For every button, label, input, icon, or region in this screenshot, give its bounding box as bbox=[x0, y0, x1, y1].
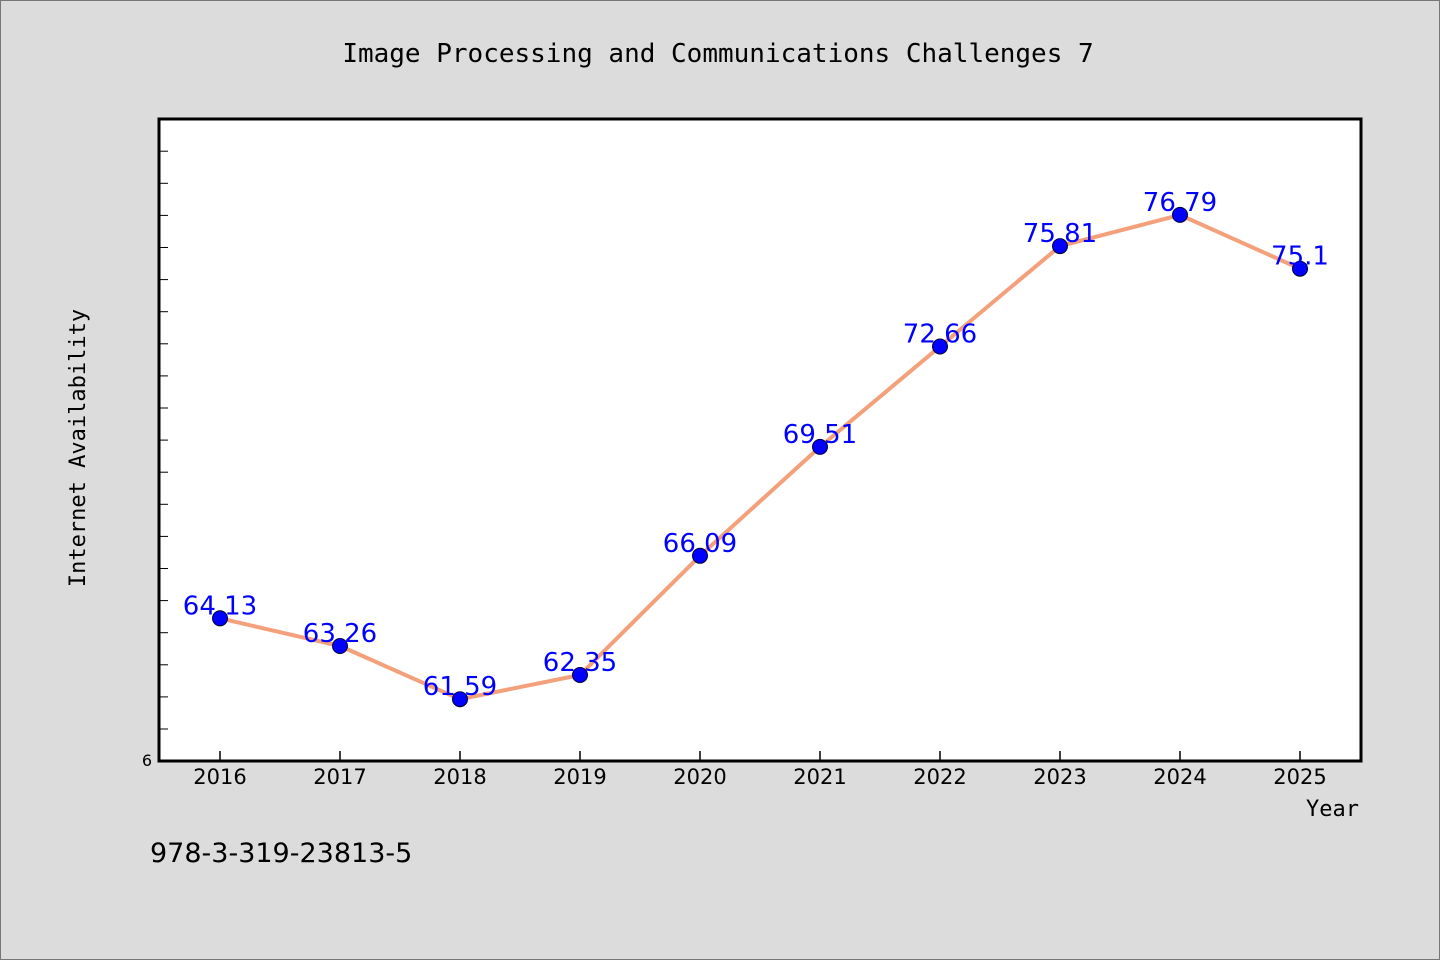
data-label: 61.59 bbox=[423, 672, 497, 702]
x-tick-label: 2022 bbox=[913, 765, 966, 789]
x-axis-ticks: 2016 2017 2018 2019 2020 2021 2022 2023 2024 2025 bbox=[193, 751, 1327, 789]
data-point bbox=[1052, 238, 1068, 255]
data-label: 62.35 bbox=[543, 648, 617, 678]
data-label: 75.1 bbox=[1271, 242, 1329, 272]
x-tick-label: 2023 bbox=[1033, 765, 1086, 789]
data-point bbox=[932, 338, 948, 355]
data-label: 64.13 bbox=[183, 591, 257, 621]
x-tick-label: 2016 bbox=[193, 765, 246, 789]
data-point bbox=[812, 438, 828, 455]
x-tick-label: 2020 bbox=[673, 765, 726, 789]
y-tick-label: 6 bbox=[142, 751, 152, 770]
data-label: 76.79 bbox=[1143, 188, 1217, 218]
data-point bbox=[1292, 260, 1308, 277]
data-point bbox=[572, 667, 588, 683]
data-point bbox=[692, 547, 708, 564]
series-layer: 64.13 63.26 61.59 62.35 66.09 69.51 72.66 75.81… bbox=[183, 188, 1329, 708]
x-tick-label: 2021 bbox=[793, 765, 846, 789]
x-tick-label: 2019 bbox=[553, 765, 606, 789]
data-label: 69.51 bbox=[783, 420, 857, 450]
x-tick-label: 2024 bbox=[1153, 765, 1206, 789]
x-tick-label: 2025 bbox=[1273, 765, 1326, 789]
data-point bbox=[452, 691, 468, 708]
data-point bbox=[332, 638, 348, 654]
y-axis-label: Internet Availability bbox=[66, 309, 91, 587]
data-label: 75.81 bbox=[1023, 219, 1097, 249]
y-axis-ticks bbox=[159, 150, 168, 730]
data-point bbox=[212, 610, 228, 627]
series-line bbox=[219, 212, 1301, 702]
data-label: 72.66 bbox=[903, 320, 977, 350]
chart-title: Image Processing and Communications Chal… bbox=[342, 39, 1093, 69]
x-axis-label: Year bbox=[1306, 797, 1359, 822]
x-tick-label: 2017 bbox=[313, 765, 366, 789]
isbn-text: 978-3-319-23813-5 bbox=[150, 838, 412, 869]
data-point bbox=[1172, 206, 1188, 223]
data-label: 63.26 bbox=[303, 619, 377, 649]
x-tick-label: 2018 bbox=[433, 765, 486, 789]
data-label: 66.09 bbox=[663, 529, 737, 559]
